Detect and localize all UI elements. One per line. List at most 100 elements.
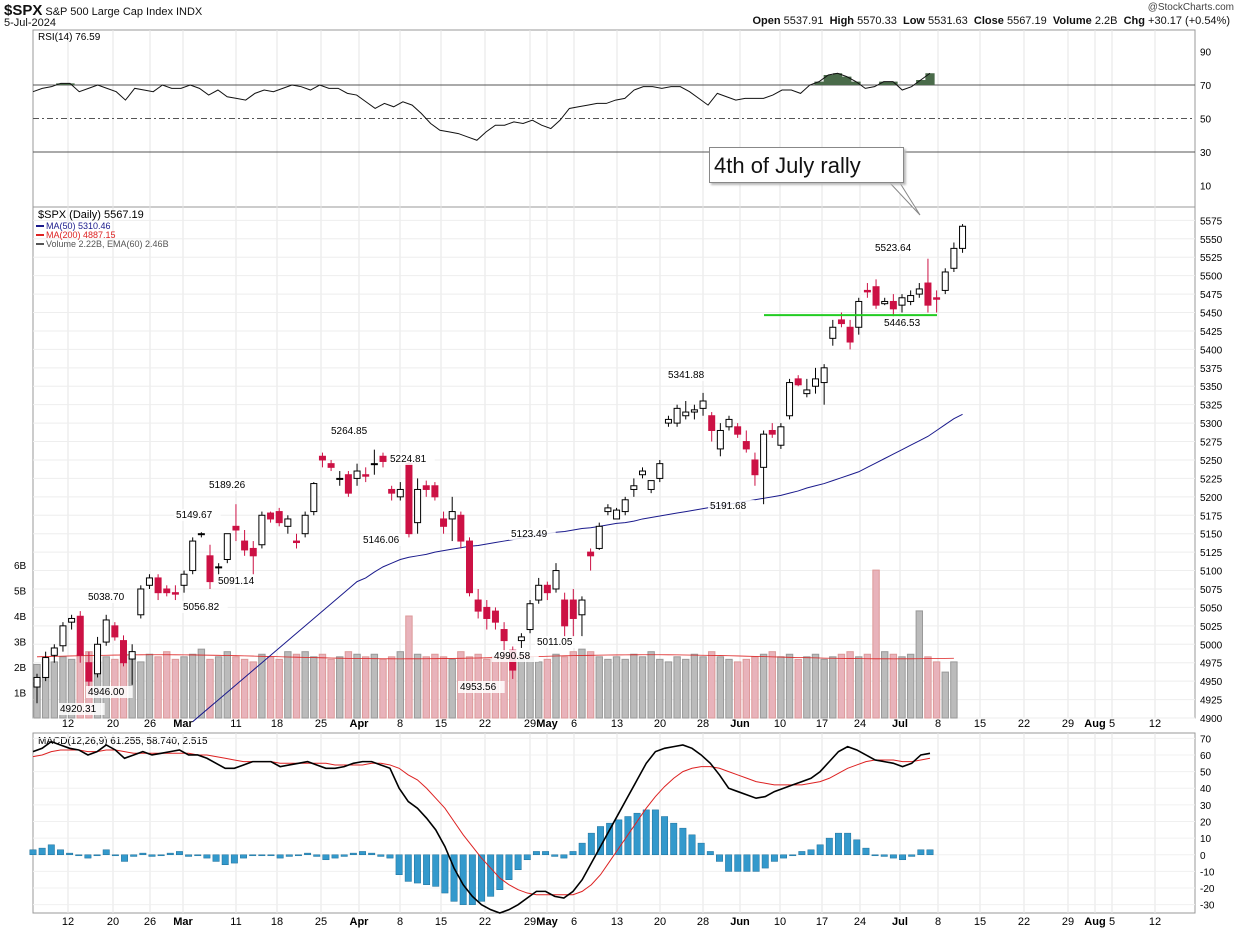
price-tick-label: 5100 — [1200, 567, 1223, 578]
symbol: $SPX — [4, 2, 43, 19]
volume-bar — [439, 656, 448, 719]
volume-bar — [889, 653, 898, 719]
price-tick-label: 5400 — [1200, 345, 1223, 356]
volume-bar — [327, 658, 335, 719]
candle-body — [466, 540, 473, 594]
macd-histogram-bar — [450, 854, 458, 902]
x-tick-label: Aug — [1084, 916, 1105, 928]
price-tick-label: 5075 — [1200, 585, 1223, 596]
macd-histogram-bar — [175, 851, 183, 856]
candle-body — [716, 429, 724, 450]
x-tick-label: 8 — [397, 718, 403, 730]
x-tick-label: 12 — [1149, 718, 1161, 730]
volume-bar — [526, 656, 534, 719]
candle-body — [595, 525, 603, 549]
volume-bar — [595, 656, 603, 719]
volume-bar — [932, 661, 941, 719]
candle-body — [829, 326, 837, 339]
candle-body — [734, 426, 742, 435]
price-label: 4990.58 — [494, 651, 531, 662]
volume-bar — [690, 653, 699, 719]
price-tick-label: 4925 — [1200, 696, 1223, 707]
macd-histogram-bar — [386, 854, 394, 859]
candle-body — [33, 676, 41, 688]
volume-bar — [396, 651, 405, 719]
volume-tick-label: 6B — [14, 561, 27, 572]
macd-histogram-bar — [377, 854, 385, 857]
candle-body — [111, 625, 119, 638]
macd-histogram-bar — [679, 827, 687, 856]
candle-body — [318, 455, 326, 461]
macd-histogram-bar — [496, 854, 504, 890]
candle-body — [491, 610, 499, 623]
price-label: 5264.85 — [331, 426, 368, 437]
macd-histogram-bar — [514, 854, 522, 870]
volume-bar — [50, 661, 58, 719]
high-value: 5570.33 — [857, 15, 897, 27]
macd-histogram-bar — [697, 842, 705, 856]
rsi-line — [32, 72, 931, 141]
candle-body — [639, 470, 646, 476]
macd-histogram-bar — [47, 844, 55, 856]
volume-bar — [543, 658, 552, 719]
macd-histogram-bar — [880, 854, 888, 857]
macd-histogram-bar — [38, 847, 46, 856]
macd-histogram-bar — [441, 854, 449, 894]
x-tick-label: Apr — [350, 718, 370, 730]
volume-bar — [292, 653, 301, 719]
candle-body — [543, 584, 551, 594]
candle-body — [630, 485, 638, 490]
volume-bar — [837, 653, 846, 719]
candle-body — [613, 509, 621, 520]
price-label-bg — [509, 528, 556, 540]
price-label-bg — [708, 500, 755, 512]
x-tick-label: 29 — [524, 718, 536, 730]
price-label-bg — [58, 703, 105, 715]
price-tick-label: 5200 — [1200, 493, 1223, 504]
price-tick-label: 5450 — [1200, 309, 1223, 320]
candle-body — [102, 619, 110, 643]
x-tick-label: 17 — [816, 916, 828, 928]
candle-body — [768, 429, 776, 435]
macd-histogram-bar — [889, 854, 897, 859]
volume-tick-label: 1B — [14, 689, 27, 700]
rsi-tick-label: 50 — [1200, 115, 1212, 126]
macd-histogram-bar — [66, 852, 74, 856]
panel-frame-2 — [32, 732, 1196, 914]
macd-tick-label: 30 — [1200, 801, 1212, 812]
candle-body — [881, 300, 889, 305]
volume-bar — [336, 656, 344, 719]
candle-body — [94, 643, 102, 675]
volume-bar — [370, 653, 379, 719]
x-tick-label: 8 — [935, 916, 941, 928]
candle-body — [431, 485, 439, 498]
price-tick-label: 4950 — [1200, 677, 1223, 688]
macd-histogram-bar — [798, 851, 806, 856]
macd-histogram-bar — [752, 854, 760, 872]
candle-body — [889, 300, 897, 310]
macd-histogram-bar — [899, 854, 906, 861]
price-label-bg — [361, 534, 408, 546]
symbol-title: $SPX S&P 500 Large Cap Index INDX — [4, 2, 202, 19]
candle-body — [837, 319, 845, 325]
volume-tick-label: 4B — [14, 612, 27, 623]
macd-line — [32, 740, 931, 914]
x-tick-label: 8 — [935, 718, 941, 730]
volume-tick-label: 5B — [14, 587, 27, 598]
candle-body — [812, 378, 819, 387]
volume-bar — [362, 656, 370, 719]
volume-bar — [777, 656, 785, 719]
candle-body — [517, 636, 525, 642]
macd-histogram-bar — [706, 851, 714, 856]
macd-histogram-bar — [789, 854, 797, 857]
macd-tick-label: 70 — [1200, 734, 1212, 745]
candle-body — [604, 507, 612, 513]
macd-signal-line — [32, 749, 931, 896]
price-tick-label: 5425 — [1200, 327, 1223, 338]
candle-body — [500, 629, 508, 642]
macd-histogram-bar — [240, 854, 247, 859]
candle-body — [474, 599, 482, 612]
price-label-bg — [86, 686, 133, 698]
candle-body — [673, 407, 681, 424]
volume-bar — [318, 653, 327, 719]
